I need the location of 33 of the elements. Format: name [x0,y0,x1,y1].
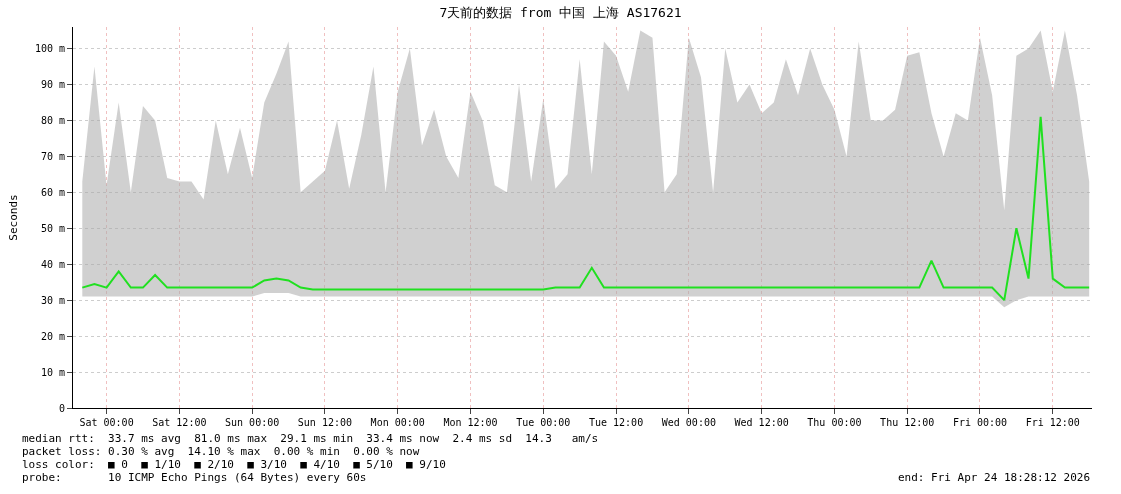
x-tick-label: Sun 12:00 [297,417,353,428]
y-tick-label: 40 m [40,258,65,270]
text: median rtt: 33.7 ms avg 81.0 ms max 29.1 ms min 33.4 ms now 2.4 ms sd 14.3 am/s [22,432,599,445]
text: end: Fri Apr 24 18:28:12 2026 [898,471,1091,484]
x-tick-label: Mon 12:00 [443,417,498,428]
text: probe: 10 ICMP Echo Pings (64 Bytes) every 60s [22,471,367,484]
y-tick-label: 20 m [40,330,65,342]
x-tick-label: Thu 12:00 [880,417,935,428]
y-tick-label: 80 m [40,114,65,126]
y-tick-label: 50 m [40,222,65,234]
text: loss color: ■ 0 ■ 1/10 ■ 2/10 ■ 3/10 ■ 4/10 ■ 5/10 ■ 9/10 [22,458,446,471]
chart-title: 7天前的数据 from 中国 上海 AS17621 [439,4,682,20]
y-tick-label: 100 m [34,43,65,55]
x-tick-label: Sat 12:00 [152,417,207,428]
x-tick-label: Thu 00:00 [807,417,862,428]
y-axis-title: Seconds [6,194,20,241]
y-tick-label: 70 m [40,150,65,162]
x-tick-label: Fri 12:00 [1025,417,1080,428]
text: packet loss: 0.30 % avg 14.10 % max 0.00 % min 0.00 % now [22,445,420,458]
y-tick-label: 90 m [40,79,65,91]
x-tick-label: Wed 12:00 [734,417,789,428]
x-tick-label: Mon 00:00 [370,417,425,428]
x-tick-label: Wed 00:00 [661,417,716,428]
y-tick-label: 30 m [40,294,65,306]
y-tick-label: 60 m [40,186,65,198]
x-tick-label: Fri 00:00 [952,417,1008,428]
x-tick-label: Tue 00:00 [516,417,571,428]
x-tick-label: Sat 00:00 [79,417,134,428]
line-series [81,115,1091,302]
y-tick-label: 10 m [40,366,65,378]
x-tick-label: Tue 12:00 [588,417,644,428]
y-tick-label: 0 [58,402,65,414]
x-tick-label: Sun 00:00 [225,417,280,428]
